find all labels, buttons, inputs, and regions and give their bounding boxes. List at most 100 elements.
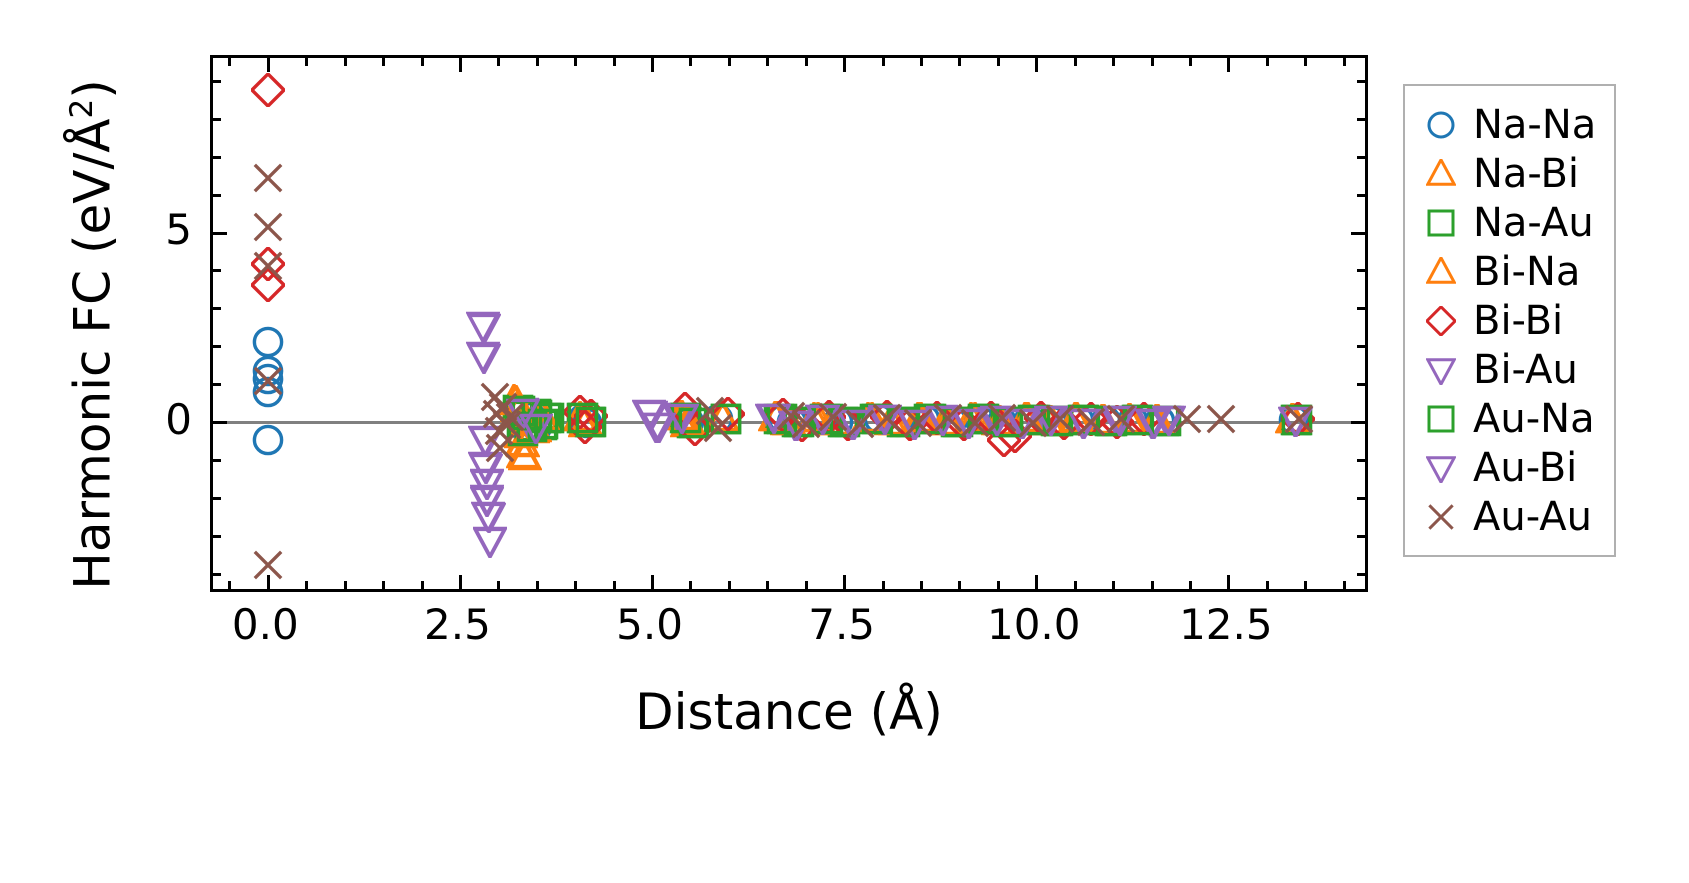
data-point-na-bi bbox=[815, 402, 851, 443]
x-icon bbox=[1419, 495, 1463, 539]
data-point-bi-au bbox=[865, 401, 901, 439]
data-point-au-bi bbox=[466, 310, 503, 348]
data-point-na-na bbox=[251, 362, 285, 400]
x-major-tick-top bbox=[1035, 58, 1039, 72]
legend-item-na-au[interactable]: Na-Au bbox=[1419, 198, 1596, 247]
legend-item-au-bi[interactable]: Au-Bi bbox=[1419, 443, 1596, 492]
data-point-au-au bbox=[1016, 406, 1050, 444]
legend[interactable]: Na-Na Na-Bi Na-Au Bi-Na Bi-Bi Bi-Au Au-Na Au-Bi… bbox=[1403, 84, 1617, 557]
x-minor-tick bbox=[535, 581, 539, 589]
data-point-bi-na bbox=[562, 398, 599, 439]
data-point-bi-bi bbox=[810, 398, 848, 438]
y-minor-tick bbox=[213, 79, 221, 83]
y-minor-tick bbox=[213, 496, 221, 500]
data-point-na-na bbox=[251, 325, 285, 363]
legend-item-label: Au-Au bbox=[1473, 493, 1592, 540]
data-point-au-au bbox=[490, 408, 524, 446]
y-minor-tick-right bbox=[1357, 307, 1365, 311]
data-point-bi-bi bbox=[561, 393, 598, 433]
legend-item-bi-bi[interactable]: Bi-Bi bbox=[1419, 296, 1596, 345]
data-point-bi-bi bbox=[249, 71, 287, 111]
data-point-bi-bi bbox=[1098, 404, 1136, 443]
x-major-tick-top bbox=[651, 58, 655, 72]
legend-item-bi-na[interactable]: Bi-Na bbox=[1419, 247, 1596, 296]
x-minor-tick-top bbox=[1304, 58, 1308, 66]
data-point-bi-au bbox=[465, 338, 502, 376]
data-point-bi-au bbox=[467, 422, 503, 460]
x-minor-tick bbox=[958, 581, 962, 589]
data-point-na-na bbox=[672, 405, 706, 443]
y-minor-tick bbox=[213, 307, 221, 311]
data-point-bi-na bbox=[663, 397, 700, 438]
data-point-bi-bi bbox=[918, 399, 956, 439]
data-point-bi-au bbox=[776, 407, 813, 445]
data-point-bi-bi bbox=[830, 405, 867, 445]
x-minor-tick bbox=[1304, 581, 1308, 589]
x-axis-label: Distance (Å) bbox=[210, 685, 1368, 740]
legend-item-na-bi[interactable]: Na-Bi bbox=[1419, 149, 1596, 198]
x-major-tick bbox=[843, 575, 847, 589]
y-major-tick-right bbox=[1351, 231, 1365, 235]
data-point-au-bi bbox=[805, 401, 841, 439]
data-point-bi-bi bbox=[945, 405, 983, 445]
data-point-na-na bbox=[251, 375, 285, 413]
data-point-au-bi bbox=[897, 406, 934, 444]
x-tick-label: 2.5 bbox=[424, 600, 491, 649]
data-point-na-na bbox=[666, 401, 700, 439]
data-point-na-bi bbox=[561, 397, 598, 439]
data-point-au-au bbox=[251, 161, 285, 199]
data-point-au-bi bbox=[756, 400, 792, 438]
x-major-tick-top bbox=[266, 58, 270, 72]
x-minor-tick-top bbox=[535, 58, 539, 66]
y-minor-tick bbox=[213, 269, 221, 273]
data-point-au-au bbox=[901, 406, 935, 444]
legend-item-bi-au[interactable]: Bi-Au bbox=[1419, 345, 1596, 394]
data-point-au-au bbox=[478, 380, 512, 418]
data-point-au-au bbox=[958, 406, 992, 444]
data-point-au-au bbox=[870, 401, 904, 439]
legend-item-au-na[interactable]: Au-Na bbox=[1419, 394, 1596, 443]
y-minor-tick-right bbox=[1357, 155, 1365, 159]
y-axis-label-exponent: 2 bbox=[63, 98, 100, 119]
x-minor-tick-top bbox=[497, 58, 501, 66]
triangle-down-icon bbox=[1419, 348, 1463, 392]
data-point-au-au bbox=[701, 411, 735, 449]
y-minor-tick bbox=[213, 572, 221, 576]
data-point-au-au bbox=[693, 394, 727, 432]
data-point-na-au bbox=[509, 399, 543, 437]
x-minor-tick bbox=[881, 581, 885, 589]
x-minor-tick bbox=[1150, 581, 1154, 589]
data-point-au-bi bbox=[468, 450, 504, 488]
data-point-na-bi bbox=[980, 402, 1017, 443]
x-minor-tick-top bbox=[228, 58, 232, 66]
data-point-bi-bi bbox=[868, 398, 906, 438]
x-minor-tick-top bbox=[305, 58, 309, 66]
x-major-tick bbox=[1227, 575, 1231, 589]
y-minor-tick-right bbox=[1357, 117, 1365, 121]
legend-item-na-na[interactable]: Na-Na bbox=[1419, 100, 1596, 149]
data-point-au-bi bbox=[951, 405, 987, 443]
x-minor-tick bbox=[727, 581, 731, 589]
data-point-au-bi bbox=[471, 499, 507, 537]
data-point-na-au bbox=[513, 409, 547, 447]
x-major-tick bbox=[266, 575, 270, 589]
zero-reference-line bbox=[213, 421, 1365, 425]
y-minor-tick bbox=[213, 345, 221, 349]
x-minor-tick bbox=[497, 581, 501, 589]
data-point-bi-au bbox=[1065, 405, 1101, 443]
data-point-bi-au bbox=[661, 399, 698, 437]
data-point-bi-bi bbox=[972, 399, 1010, 439]
y-minor-tick-right bbox=[1357, 383, 1365, 387]
legend-item-au-au[interactable]: Au-Au bbox=[1419, 492, 1596, 541]
data-point-au-bi bbox=[1066, 405, 1103, 443]
x-minor-tick-top bbox=[996, 58, 1000, 66]
triangle-up-icon bbox=[1419, 250, 1463, 294]
data-point-au-bi bbox=[469, 466, 506, 504]
data-point-bi-au bbox=[803, 401, 840, 439]
data-point-au-na bbox=[526, 407, 560, 445]
data-point-bi-bi bbox=[764, 396, 802, 436]
legend-item-label: Au-Na bbox=[1473, 395, 1595, 442]
data-point-au-bi bbox=[1005, 405, 1041, 443]
y-tick-label: 5 bbox=[165, 205, 192, 255]
data-point-na-na bbox=[520, 410, 554, 448]
